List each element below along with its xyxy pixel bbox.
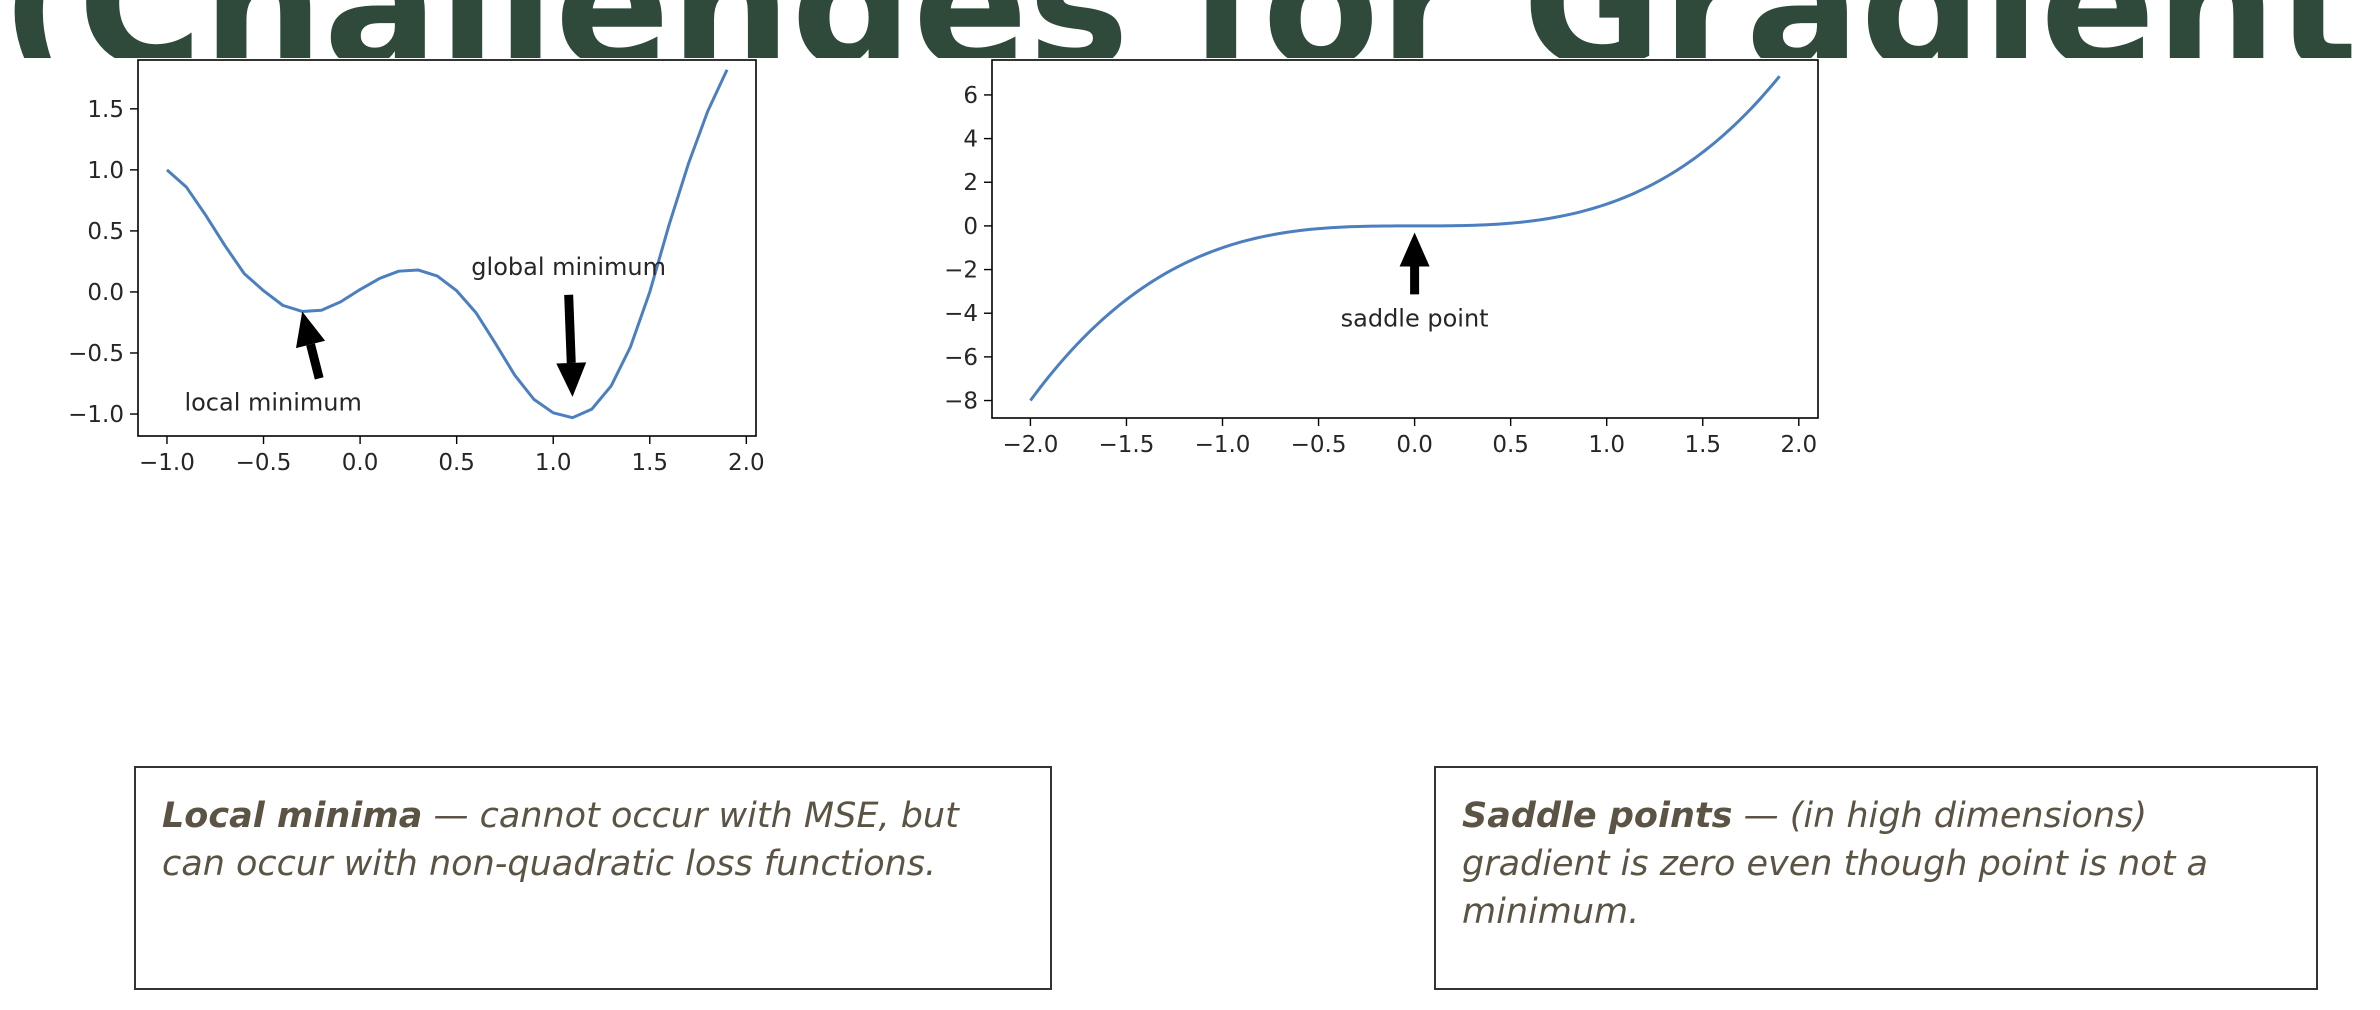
y-tick-label: −6 — [944, 345, 978, 371]
x-tick-label: 1.5 — [631, 450, 668, 476]
x-tick-label: 0.0 — [1396, 432, 1433, 458]
y-tick-label: 0.0 — [87, 280, 124, 306]
annotation-arrow-shaft — [306, 343, 324, 380]
saddle-points-caption: Saddle points — (in high dimensions) gra… — [1434, 766, 2318, 990]
caption-heading: Local minima — [162, 796, 423, 836]
x-tick-label: 1.0 — [535, 450, 572, 476]
x-tick-label: −1.0 — [139, 450, 195, 476]
annotation-label: saddle point — [1341, 304, 1489, 332]
annotation-arrow-head — [296, 311, 326, 349]
series-line — [165, 69, 729, 420]
y-tick-label: 4 — [963, 127, 978, 153]
x-tick-label: −0.5 — [1291, 432, 1347, 458]
slide-title: (Challenges for Gradient Descent) — [0, 0, 2380, 58]
y-tick-label: 0.5 — [87, 219, 124, 245]
x-tick-label: 0.5 — [438, 450, 475, 476]
x-tick-label: −2.0 — [1002, 432, 1058, 458]
series-line — [1029, 75, 1781, 402]
x-tick-label: 1.0 — [1588, 432, 1625, 458]
y-tick-label: −8 — [944, 389, 978, 415]
x-tick-label: 0.5 — [1492, 432, 1529, 458]
y-tick-label: −4 — [944, 301, 978, 327]
x-tick-label: −0.5 — [236, 450, 292, 476]
x-tick-label: −1.5 — [1099, 432, 1155, 458]
y-tick-label: 1.0 — [87, 158, 124, 184]
caption-heading: Saddle points — [1462, 796, 1733, 836]
local-minima-chart: −1.0 −0.5 0.0 0.5 1.0 1.5 2.0 −1.0 −0.5 0.0 0.5 1.0… — [68, 59, 765, 476]
annotation-label: local minimum — [184, 388, 361, 416]
x-tick-label: 2.0 — [1781, 432, 1818, 458]
annotation-arrow-head — [1399, 232, 1430, 267]
y-tick-label: 6 — [963, 83, 978, 109]
caption-text: — (in high dimensions) gradient is zero … — [1462, 796, 2208, 932]
slide-title-clip: (Challenges for Gradient Descent) — [0, 0, 2380, 58]
y-tick-label: 1.5 — [87, 97, 124, 123]
y-tick-label: −1.0 — [68, 402, 124, 428]
y-tick-label: −2 — [944, 258, 978, 284]
annotation-arrow-shaft — [564, 294, 576, 364]
x-tick-label: 2.0 — [728, 450, 765, 476]
x-tick-label: 0.0 — [342, 450, 379, 476]
saddle-point-chart: −2.0 −1.5 −1.0 −0.5 0.0 0.5 1.0 1.5 2.0 −8 −6 −4 −2 0… — [944, 59, 1819, 458]
annotation-arrow-head — [556, 362, 587, 397]
plot-frame — [137, 59, 757, 437]
local-minima-caption: Local minima — cannot occur with MSE, bu… — [134, 766, 1052, 990]
y-tick-label: −0.5 — [68, 341, 124, 367]
x-tick-label: 1.5 — [1684, 432, 1721, 458]
annotation-label: global minimum — [471, 253, 666, 281]
y-tick-label: 0 — [963, 214, 978, 240]
plot-frame — [991, 59, 1819, 419]
x-tick-label: −1.0 — [1195, 432, 1251, 458]
caption-text: — cannot occur with MSE, but can occur w… — [162, 796, 959, 884]
y-tick-label: 2 — [963, 170, 978, 196]
